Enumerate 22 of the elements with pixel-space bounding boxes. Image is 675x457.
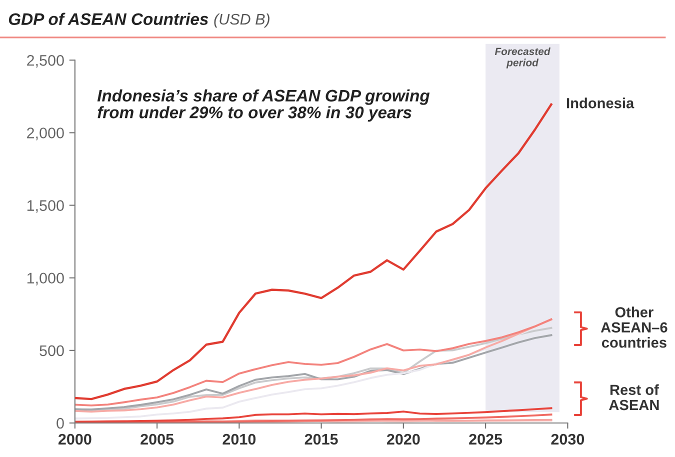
annotation: Indonesia’s share of ASEAN GDP growing from under 29% to over 38% in 30 years xyxy=(97,89,430,122)
y-tick-label: 0 xyxy=(56,418,64,429)
band-label: Forecasted period xyxy=(494,47,550,68)
series-label: Indonesia xyxy=(567,98,634,108)
x-tick-label: 2030 xyxy=(551,434,584,445)
x-tick-label: 2000 xyxy=(58,434,92,445)
chart-title: GDP of ASEAN Countries xyxy=(8,12,208,26)
text: Other ASEAN–6 countries xyxy=(600,306,668,348)
text: Rest of ASEAN xyxy=(609,384,659,410)
y-tick-label: 2,000 xyxy=(27,128,64,140)
x-tick-label: 2005 xyxy=(140,434,174,445)
chart-subtitle: (USD B) xyxy=(214,13,270,28)
x-tick-label: 2015 xyxy=(304,434,338,445)
y-tick-label: 2,500 xyxy=(27,55,64,68)
y-tick-label: 1,000 xyxy=(27,272,64,286)
x-tick-label: 2020 xyxy=(386,434,420,445)
y-tick-label: 500 xyxy=(40,345,64,356)
line-series xyxy=(74,103,552,400)
x-tick-label: 2025 xyxy=(469,434,502,445)
y-tick-label: 1,500 xyxy=(27,200,64,213)
line-series xyxy=(74,407,552,423)
x-tick-label: 2010 xyxy=(222,434,256,445)
